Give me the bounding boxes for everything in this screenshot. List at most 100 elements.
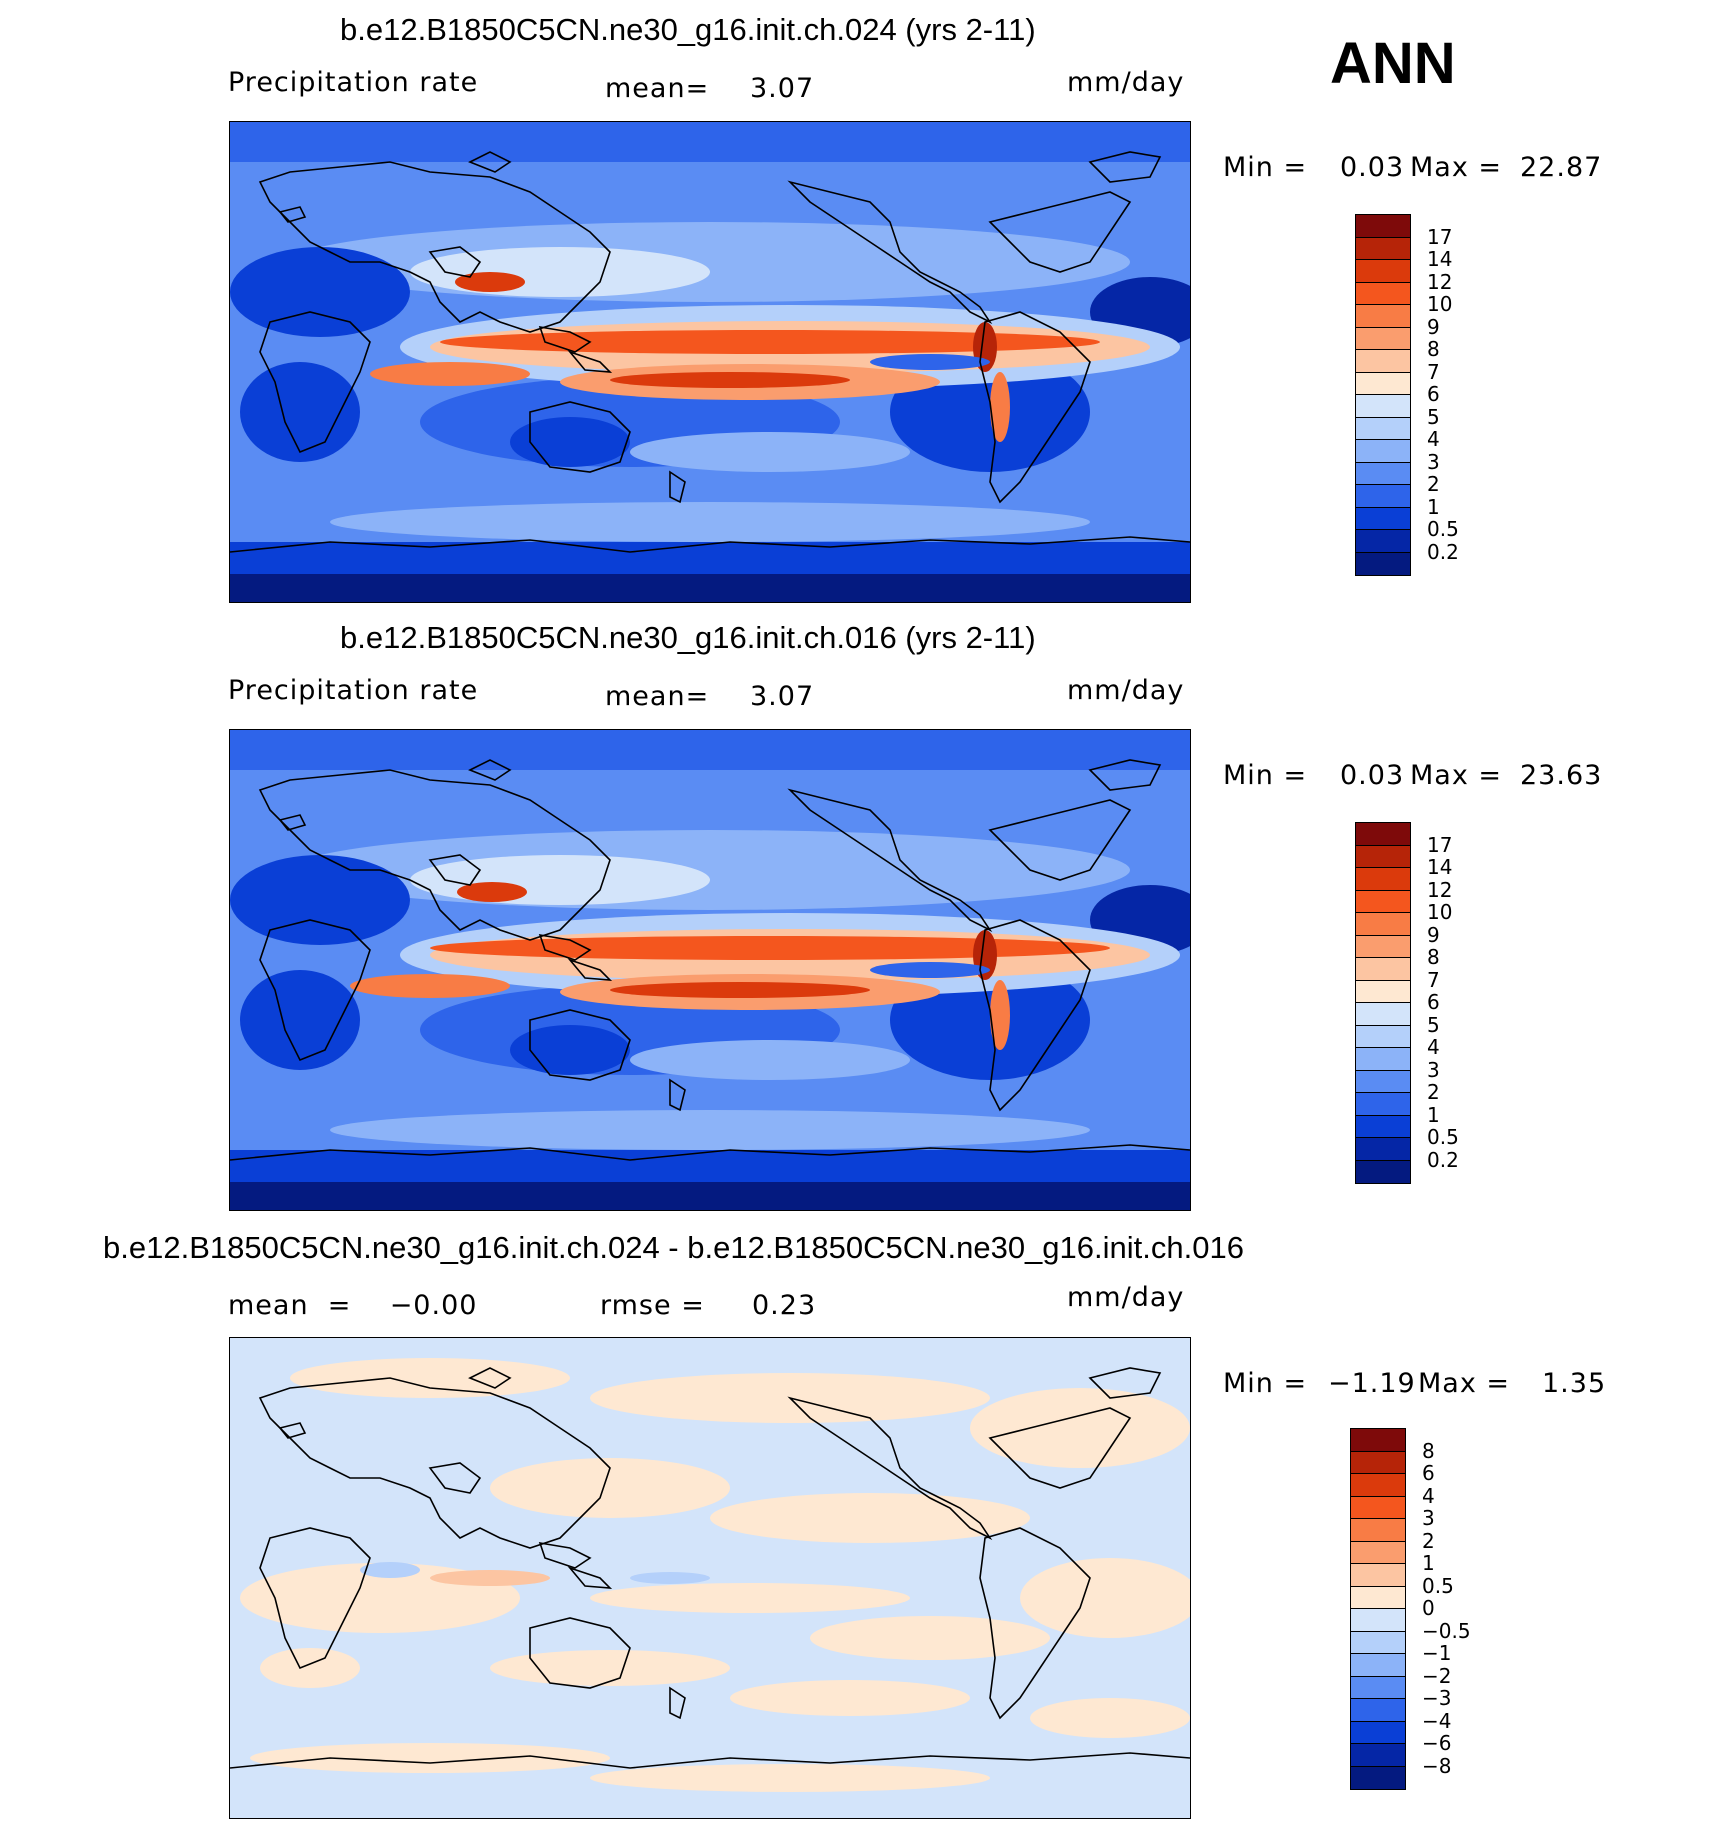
colorbar-swatch [1351,1429,1405,1452]
panel-1-max-value: 22.87 [1520,152,1603,183]
colorbar-swatch [1351,1654,1405,1677]
colorbar-tick-label: 4 [1427,427,1440,451]
colorbar-swatch [1351,1474,1405,1497]
colorbar-swatch [1351,1721,1405,1744]
panel-3-difference-field [230,1338,1190,1818]
colorbar-tick-label: 10 [1427,292,1453,316]
colorbar-tick-label: 4 [1427,1035,1440,1059]
colorbar-swatch [1356,395,1410,418]
panel-1-mean-label: mean= [605,73,710,104]
colorbar-swatch [1356,417,1410,440]
colorbar-tick-label: 8 [1427,945,1440,969]
panel-1-map [229,121,1191,603]
panel-1-variable-label: Precipitation rate [228,67,479,98]
panel-1-min-value: 0.03 [1340,152,1405,183]
colorbar-tick-label: 9 [1427,314,1440,339]
panel-3-title: b.e12.B1850C5CN.ne30_g16.init.ch.024 - b… [103,1230,1244,1265]
colorbar-swatch [1356,327,1410,350]
panel-2-max-value: 23.63 [1520,760,1603,791]
colorbar-tick-label: 2 [1422,1528,1435,1553]
colorbar-swatch [1351,1564,1405,1587]
colorbar-tick-label: 6 [1422,1461,1435,1485]
colorbar-tick-label: 1 [1427,494,1440,519]
season-label: ANN [1330,31,1456,96]
panel-2-title: b.e12.B1850C5CN.ne30_g16.init.ch.016 (yr… [340,620,1036,655]
colorbar-swatch [1356,260,1410,283]
colorbar-tick-label: 14 [1427,855,1453,879]
colorbar-tick-label: 0.2 [1427,1147,1459,1172]
colorbar-swatch [1356,372,1410,395]
colorbar-tick-label: 7 [1427,967,1440,992]
colorbar-tick-label: 8 [1427,337,1440,361]
colorbar-swatch [1356,462,1410,485]
colorbar-tick-label: 17 [1427,832,1453,857]
panel-1-max-label: Max = [1410,152,1503,183]
colorbar-swatch [1351,1609,1405,1632]
colorbar-swatch [1351,1586,1405,1609]
colorbar-swatch [1356,845,1410,868]
colorbar-tick-label: 17 [1427,224,1453,249]
colorbar-tick-label: −2 [1422,1663,1452,1688]
colorbar-tick-label: 3 [1422,1506,1435,1530]
colorbar-swatch [1356,1003,1410,1026]
panel-1-precip-field [230,122,1190,602]
colorbar-tick-label: −4 [1422,1708,1452,1733]
colorbar-swatch [1356,935,1410,958]
colorbar-tick-label: 12 [1427,877,1453,902]
colorbar-tick-label: −8 [1422,1753,1452,1778]
colorbar-swatch [1356,958,1410,981]
colorbar-swatch [1351,1451,1405,1474]
colorbar-swatch [1356,530,1410,553]
colorbar-tick-label: 6 [1427,382,1440,406]
colorbar-swatch [1356,552,1410,575]
colorbar-swatch [1351,1676,1405,1699]
colorbar-tick-label: 14 [1427,247,1453,271]
panel-2-min-value: 0.03 [1340,760,1405,791]
colorbar-swatch [1356,1115,1410,1138]
panel-3-mean-stat: mean = −0.00 [228,1290,478,1321]
panel-3-rmse-value: 0.23 [752,1290,817,1321]
colorbar-swatch [1356,1025,1410,1048]
panel-3-colorbar [1350,1428,1406,1790]
panel-3-max-value: 1.35 [1542,1368,1607,1399]
colorbar-tick-label: −6 [1422,1731,1452,1755]
panel-2-max-label: Max = [1410,760,1503,791]
colorbar-tick-label: 12 [1427,269,1453,294]
colorbar-swatch [1356,507,1410,530]
colorbar-swatch [1356,980,1410,1003]
colorbar-swatch [1356,350,1410,373]
colorbar-tick-label: 3 [1427,449,1440,474]
colorbar-tick-label: 0.5 [1427,517,1459,541]
colorbar-tick-label: −0.5 [1422,1618,1471,1643]
colorbar-swatch [1356,440,1410,463]
colorbar-tick-label: 5 [1427,404,1440,429]
panel-2-colorbar [1355,822,1411,1184]
colorbar-swatch [1356,1160,1410,1183]
colorbar-swatch [1356,215,1410,238]
colorbar-swatch [1356,868,1410,891]
colorbar-swatch [1351,1744,1405,1767]
colorbar-tick-label: 8 [1422,1438,1435,1463]
colorbar-swatch [1356,282,1410,305]
panel-2-min-label: Min = [1223,760,1308,791]
panel-3-min-value: −1.19 [1328,1368,1416,1399]
colorbar-swatch [1351,1496,1405,1519]
colorbar-tick-label: −1 [1422,1641,1452,1665]
colorbar-swatch [1356,1048,1410,1071]
colorbar-swatch [1356,305,1410,328]
colorbar-tick-label: 7 [1427,359,1440,384]
colorbar-swatch [1356,237,1410,260]
panel-3-max-label: Max = [1418,1368,1511,1399]
colorbar-swatch [1356,1138,1410,1161]
panel-1-colorbar [1355,214,1411,576]
colorbar-swatch [1351,1541,1405,1564]
colorbar-swatch [1356,913,1410,936]
colorbar-tick-label: −3 [1422,1686,1452,1710]
panel-3-min-label: Min = [1223,1368,1308,1399]
colorbar-tick-label: 0.2 [1427,539,1459,564]
panel-2-units: mm/day [1067,675,1185,706]
colorbar-swatch [1351,1631,1405,1654]
panel-3-rmse-label: rmse = [600,1290,705,1321]
panel-2-mean-label: mean= [605,681,710,712]
colorbar-swatch [1356,890,1410,913]
